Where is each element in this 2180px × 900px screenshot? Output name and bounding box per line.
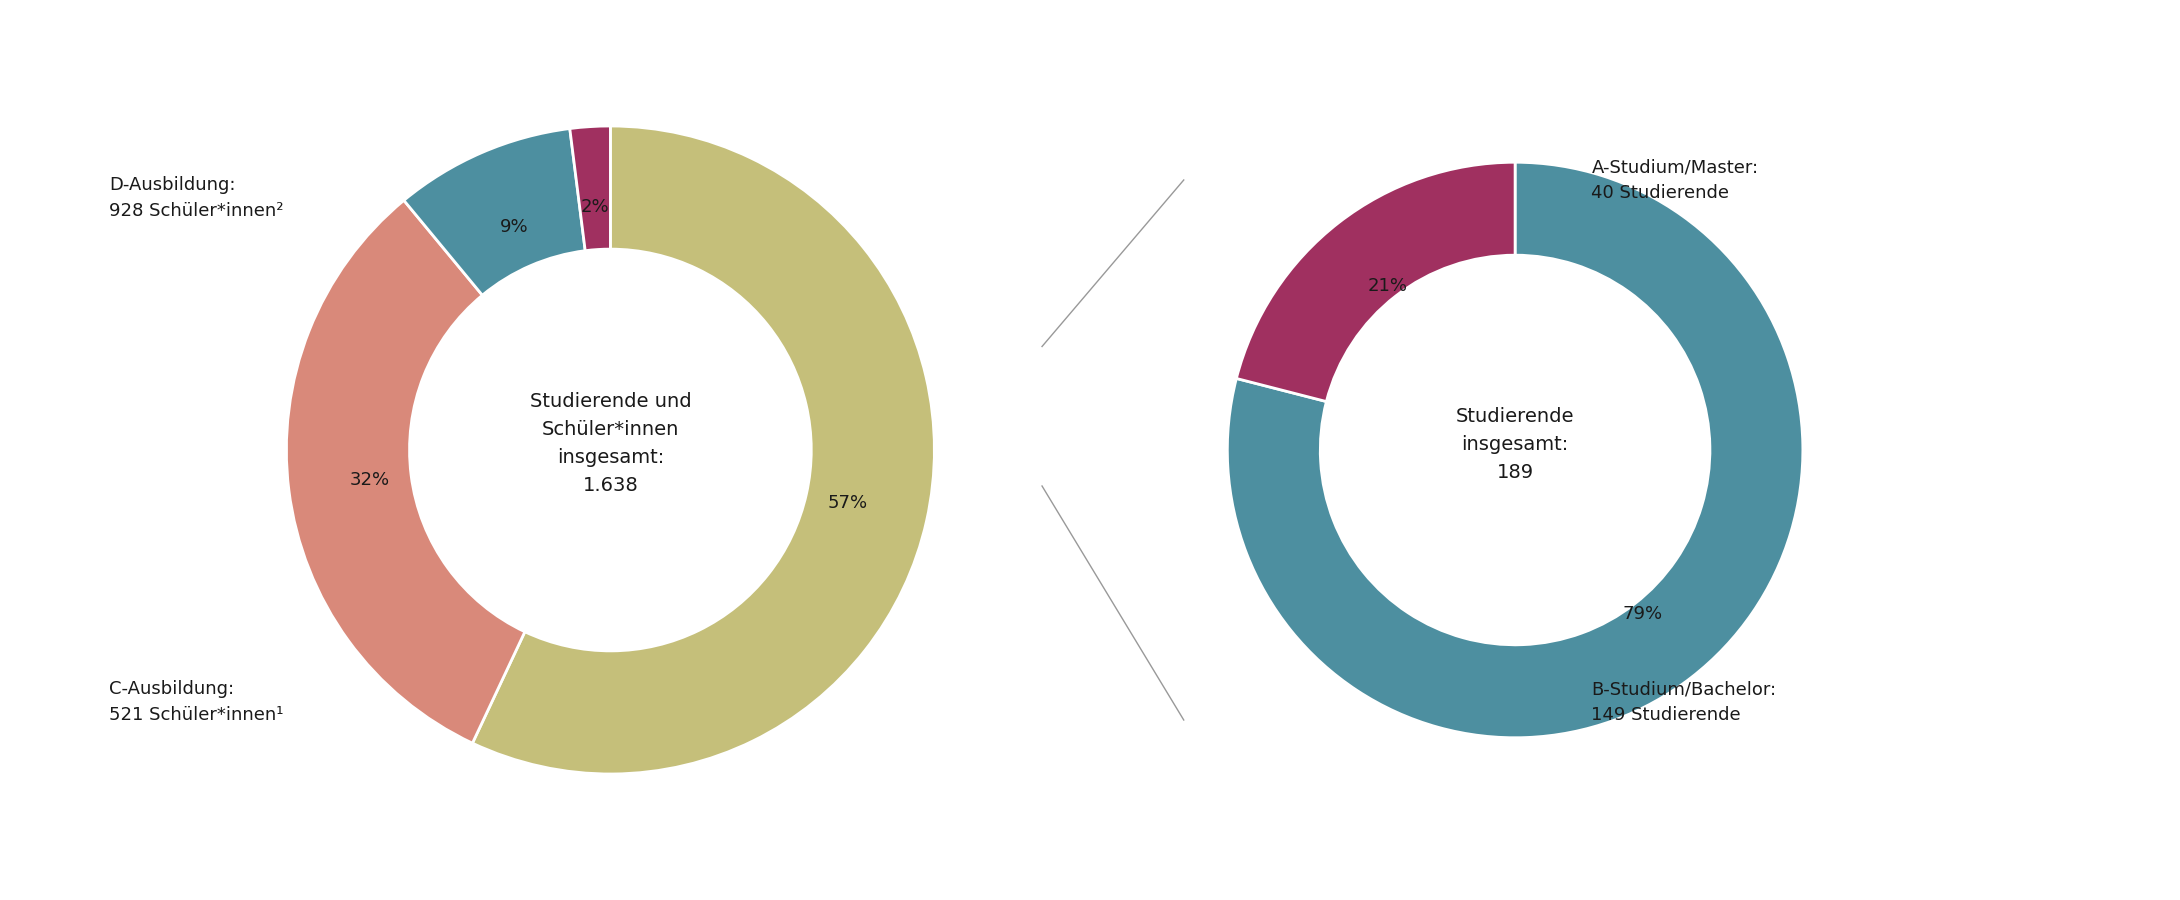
- Wedge shape: [473, 126, 935, 774]
- Text: A-Studium/Master:
40 Studierende: A-Studium/Master: 40 Studierende: [1591, 158, 1759, 202]
- Wedge shape: [286, 201, 525, 743]
- Text: C-Ausbildung:
521 Schüler*innen¹: C-Ausbildung: 521 Schüler*innen¹: [109, 680, 283, 724]
- Text: Studierende und
Schüler*innen
insgesamt:
1.638: Studierende und Schüler*innen insgesamt:…: [530, 392, 691, 495]
- Wedge shape: [1227, 162, 1803, 738]
- Text: Studierende
insgesamt:
189: Studierende insgesamt: 189: [1456, 407, 1574, 482]
- Text: B-Studium/Bachelor:
149 Studierende: B-Studium/Bachelor: 149 Studierende: [1591, 680, 1777, 724]
- Text: 9%: 9%: [499, 218, 528, 236]
- Text: 32%: 32%: [349, 472, 390, 490]
- Text: 57%: 57%: [828, 494, 868, 512]
- Wedge shape: [403, 129, 584, 295]
- Text: 21%: 21%: [1369, 277, 1408, 295]
- Text: 2%: 2%: [580, 199, 610, 217]
- Wedge shape: [569, 126, 610, 251]
- Wedge shape: [1236, 162, 1515, 401]
- Text: 79%: 79%: [1622, 605, 1661, 623]
- Text: D-Ausbildung:
928 Schüler*innen²: D-Ausbildung: 928 Schüler*innen²: [109, 176, 283, 220]
